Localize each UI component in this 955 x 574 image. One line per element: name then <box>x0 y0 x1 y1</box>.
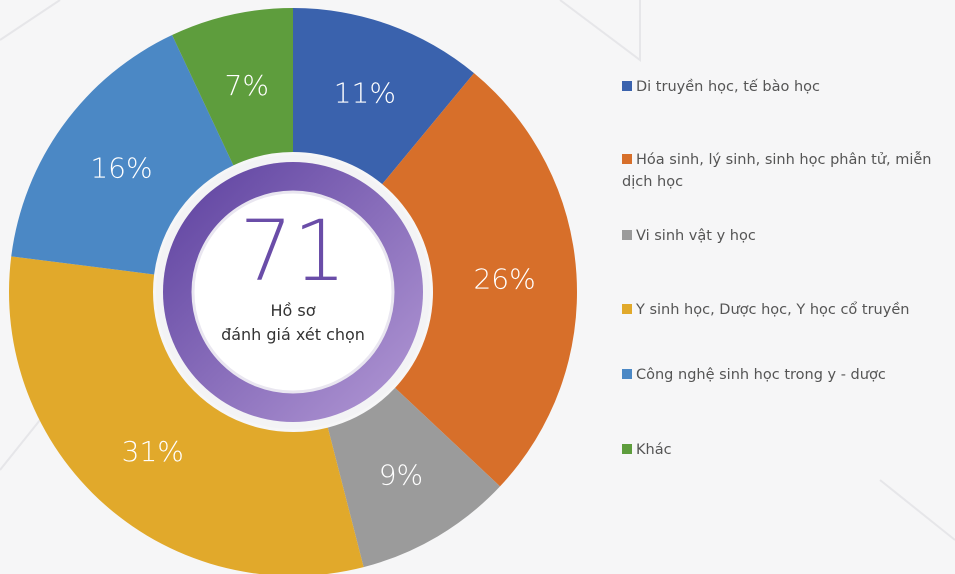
slice-label: 31% <box>122 435 184 468</box>
donut-slice <box>9 256 364 574</box>
donut-slice <box>382 73 577 487</box>
legend-swatch <box>622 369 632 379</box>
legend-label: Di truyền học, tế bào học <box>636 79 821 95</box>
legend-label: Công nghệ sinh học trong y - dược <box>636 367 886 383</box>
legend-label: Y sinh học, Dược học, Y học cổ truyền <box>636 302 910 318</box>
slice-label: 16% <box>90 151 152 184</box>
donut-slice <box>11 35 234 275</box>
background-pattern <box>0 0 955 541</box>
legend-label: Hóa sinh, lý sinh, sinh học phân tử, miễ… <box>622 152 932 190</box>
center-value: 71 <box>240 202 347 300</box>
donut-slice <box>327 387 501 568</box>
slice-label: 9% <box>379 458 423 491</box>
legend-swatch <box>622 444 632 454</box>
center-text: Hồ sơ <box>270 301 315 320</box>
center-disc <box>191 190 395 394</box>
legend-item: Khác <box>622 439 952 461</box>
legend-label: Vi sinh vật y học <box>636 228 756 244</box>
legend-swatch <box>622 81 632 91</box>
legend-item: Hóa sinh, lý sinh, sinh học phân tử, miễ… <box>622 149 952 193</box>
legend-item: Y sinh học, Dược học, Y học cổ truyền <box>622 299 952 321</box>
center-text: đánh giá xét chọn <box>221 325 365 344</box>
slice-label: 7% <box>225 69 269 102</box>
legend-item: Di truyền học, tế bào học <box>622 76 952 98</box>
slice-label: 26% <box>473 263 535 296</box>
legend-label: Khác <box>636 442 672 458</box>
legend-swatch <box>622 154 632 164</box>
donut-slice <box>172 8 293 166</box>
legend-swatch <box>622 230 632 240</box>
legend-item: Vi sinh vật y học <box>622 225 952 247</box>
slice-label: 11% <box>334 77 396 110</box>
donut-slice <box>293 8 475 185</box>
legend-item: Công nghệ sinh học trong y - dược <box>622 364 952 386</box>
legend-swatch <box>622 304 632 314</box>
